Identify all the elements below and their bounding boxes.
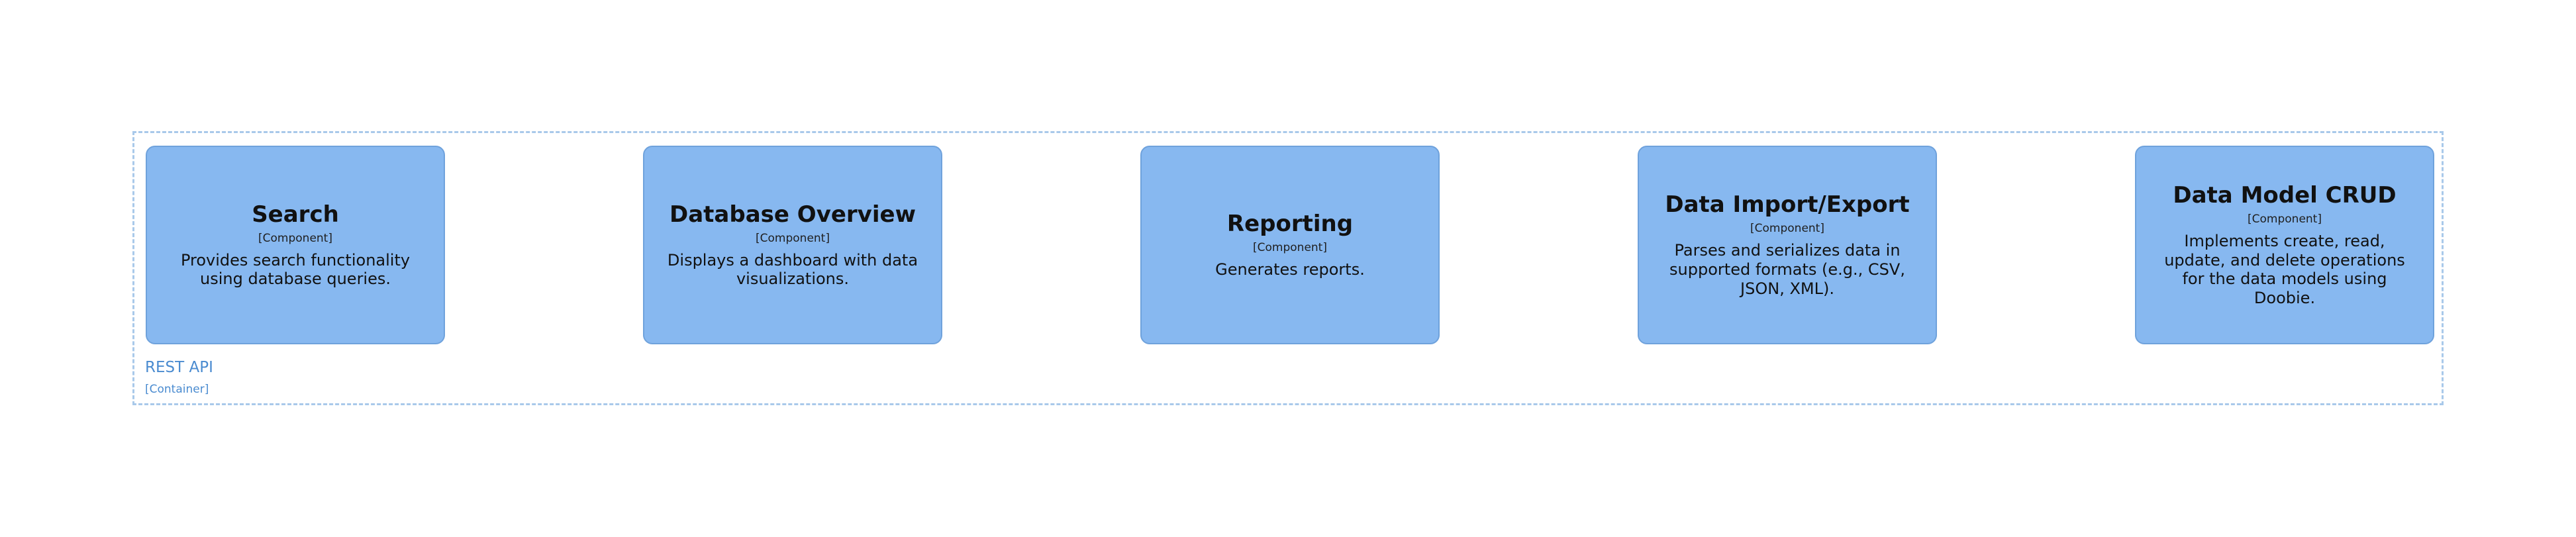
component-database-overview[interactable]: Database Overview [Component] Displays a… <box>643 146 942 344</box>
component-description: Provides search functionality using data… <box>180 250 411 289</box>
component-description: Displays a dashboard with data visualiza… <box>667 250 918 289</box>
component-data-import-export[interactable]: Data Import/Export [Component] Parses an… <box>1638 146 1937 344</box>
component-description: Generates reports. <box>1215 260 1365 279</box>
rest-api-container-boundary: REST API [Container] <box>132 131 2444 405</box>
component-reporting[interactable]: Reporting [Component] Generates reports. <box>1140 146 1440 344</box>
component-type-label: [Component] <box>756 231 830 245</box>
component-name: Database Overview <box>669 201 916 228</box>
component-type-label: [Component] <box>258 231 332 245</box>
component-name: Reporting <box>1226 211 1354 238</box>
component-description: Implements create, read, update, and del… <box>2164 231 2405 308</box>
component-description: Parses and serializes data in supported … <box>1669 241 1905 298</box>
component-type-label: [Component] <box>2248 212 2322 226</box>
container-name: REST API <box>145 359 213 376</box>
component-data-model-crud[interactable]: Data Model CRUD [Component] Implements c… <box>2135 146 2434 344</box>
component-name: Data Import/Export <box>1665 191 1910 219</box>
container-type-label: [Container] <box>145 383 209 396</box>
component-name: Data Model CRUD <box>2173 181 2397 209</box>
component-type-label: [Component] <box>1253 240 1327 254</box>
component-search[interactable]: Search [Component] Provides search funct… <box>146 146 445 344</box>
component-name: Search <box>252 201 339 228</box>
component-type-label: [Component] <box>1750 222 1824 236</box>
